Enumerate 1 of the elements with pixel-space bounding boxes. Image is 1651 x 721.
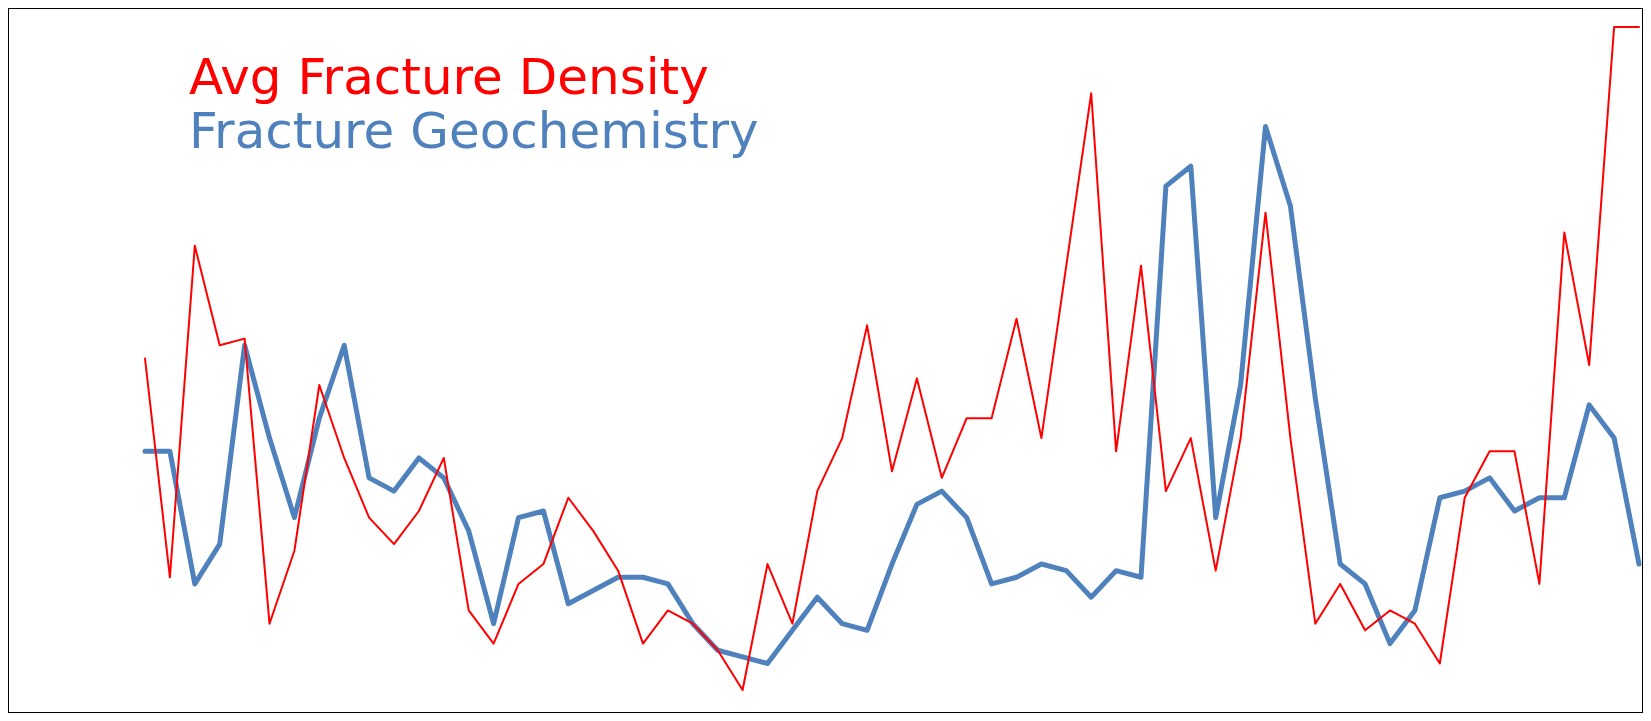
text: Avg Fracture Density: [189, 48, 709, 106]
